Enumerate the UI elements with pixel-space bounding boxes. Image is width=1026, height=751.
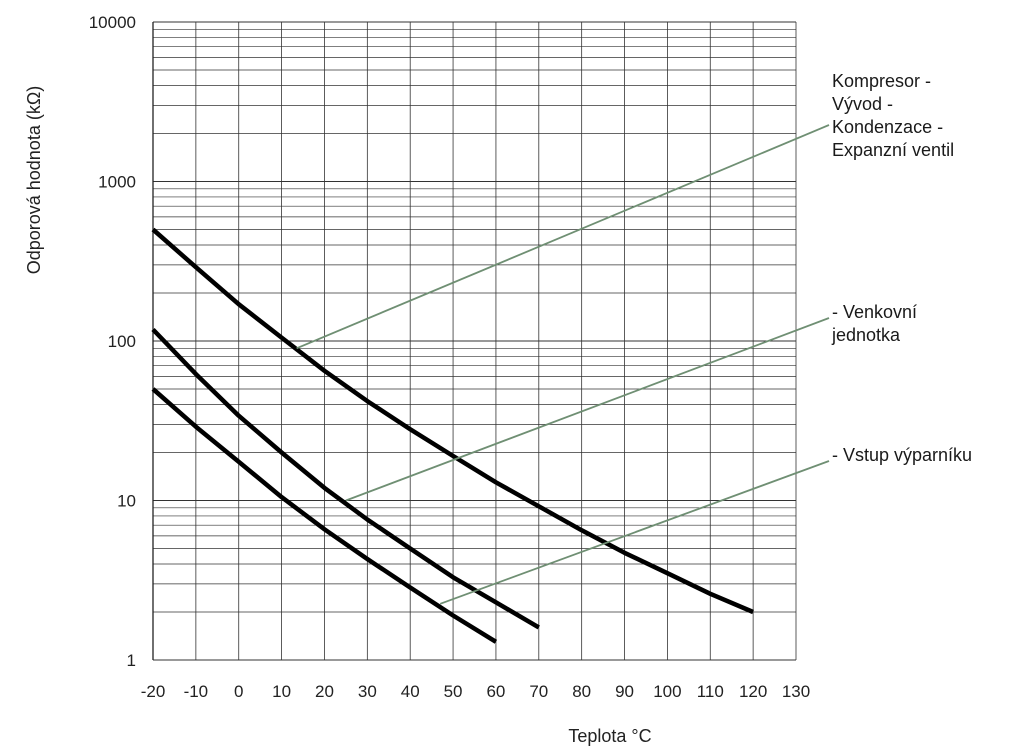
leader-line-3 <box>439 460 830 605</box>
y-tick-label: 1000 <box>98 173 136 192</box>
annotation-outdoor-unit-line-1: - Venkovní <box>832 302 918 322</box>
x-tick-label: 40 <box>401 682 420 701</box>
x-axis-label: Teplota °C <box>568 726 651 746</box>
y-tick-label: 10000 <box>89 13 136 32</box>
annotation-compressor-line-3: Kondenzace - <box>832 117 944 137</box>
annotation-outdoor-unit-line-2: jednotka <box>832 325 901 345</box>
resistance-curve-3 <box>151 387 498 644</box>
y-tick-label: 1 <box>127 651 136 670</box>
annotation-compressor-line-4: Expanzní ventil <box>832 140 955 160</box>
x-tick-label: -10 <box>184 682 209 701</box>
x-tick-label: 70 <box>529 682 548 701</box>
x-tick-label: 110 <box>697 682 724 701</box>
resistance-curve-2 <box>151 327 540 630</box>
x-tick-labels: -20 -10 0 10 20 30 40 50 60 70 80 90 100 110 120 130 <box>141 682 810 701</box>
x-tick-label: 30 <box>358 682 377 701</box>
x-tick-label: 90 <box>615 682 634 701</box>
x-tick-label: -20 <box>141 682 166 701</box>
y-tick-label: 10 <box>117 492 136 511</box>
x-tick-label: 20 <box>315 682 334 701</box>
y-axis-label: Odporová hodnota (kΩ) <box>24 86 44 275</box>
grid-lines <box>152 21 797 661</box>
curves <box>151 227 754 644</box>
annotation-compressor-line-2: Vývod - <box>832 94 894 114</box>
x-tick-label: 60 <box>486 682 505 701</box>
x-tick-label: 50 <box>444 682 463 701</box>
x-tick-label: 130 <box>782 682 810 701</box>
annotation-evaporator-inlet-line-1: - Vstup výparníku <box>832 445 973 465</box>
x-tick-label: 10 <box>272 682 291 701</box>
annotation-compressor-line-1: Kompresor - <box>832 71 932 91</box>
x-tick-label: 100 <box>653 682 681 701</box>
resistance-curve-1 <box>151 227 754 615</box>
x-tick-label: 120 <box>739 682 767 701</box>
annotation-compressor: Kompresor - Vývod - Kondenzace - Expanzn… <box>832 70 954 162</box>
y-tick-labels: 1 10 100 1000 10000 <box>89 13 136 670</box>
x-tick-label: 0 <box>234 682 243 701</box>
y-tick-label: 100 <box>108 332 136 351</box>
annotation-outdoor-unit: - Venkovní jednotka <box>832 301 917 347</box>
annotation-evaporator-inlet: - Vstup výparníku <box>832 444 972 467</box>
leader-line-2 <box>345 317 830 502</box>
leader-lines <box>296 124 830 605</box>
x-tick-label: 80 <box>572 682 591 701</box>
leader-line-1 <box>296 124 830 350</box>
